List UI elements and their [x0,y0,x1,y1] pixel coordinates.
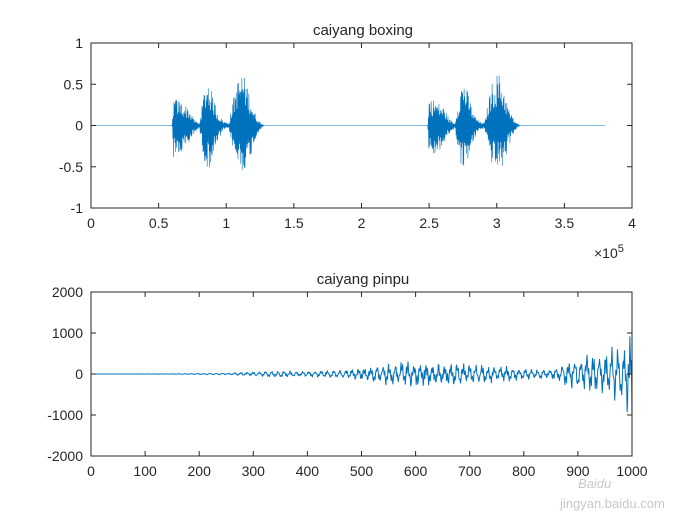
waveform-title: caiyang boxing [313,22,413,39]
x-tick-label: 600 [404,463,428,479]
spectrum-subplot: caiyang pinpu 0 100 200 300 400 500 600 700 800 9… [47,271,648,479]
x-tick-label: 500 [350,463,374,479]
spectrum-trace [91,336,633,420]
x-tick-label: 800 [512,463,536,479]
spectrum-title: caiyang pinpu [317,271,410,288]
waveform-x-exponent: ×105 [594,243,624,261]
x-tick-label: 1000 [616,463,647,479]
y-tick-label: -1000 [47,407,83,423]
x-tick-label: 700 [458,463,482,479]
y-tick-label: 1 [75,35,83,51]
x-tick-label: 100 [133,463,157,479]
x-tick-label: 1.5 [284,215,304,231]
x-tick-label: 200 [188,463,212,479]
waveform-trace [91,75,605,170]
spectrum-line [91,336,633,420]
x-tick-label: 1 [222,215,230,231]
x-tick-label: 3.5 [555,215,575,231]
x-tick-label: 400 [296,463,320,479]
x-tick-label: 2.5 [419,215,439,231]
y-tick-label: 1000 [52,325,83,341]
x-tick-label: 3 [493,215,501,231]
y-tick-label: -1 [71,200,84,216]
spectrum-ticks: 0 100 200 300 400 500 600 700 800 900 1000 -2000 -10… [47,284,648,479]
y-tick-label: -2000 [47,448,83,464]
waveform-subplot: caiyang boxing 0 0.5 1 1.5 2 2.5 3 3.5 4-1-0.500… [59,22,636,261]
x-tick-label: 0 [87,463,95,479]
x-tick-label: 0 [87,215,95,231]
x-tick-label: 2 [358,215,366,231]
baidu-watermark-brand: Baidu [578,476,611,491]
y-tick-label: 0.5 [64,76,84,92]
x-tick-label: 4 [628,215,636,231]
baidu-watermark-url: jingyan.baidu.com [559,496,665,511]
x-tick-label: 900 [566,463,590,479]
y-tick-label: 2000 [52,284,83,300]
x-tick-label: 0.5 [149,215,169,231]
waveform-line [91,75,605,170]
y-tick-label: -0.5 [59,159,83,175]
baidu-watermark: Baidu jingyan.baidu.com [559,476,665,511]
x-tick-label: 300 [242,463,266,479]
y-tick-label: 0 [75,366,83,382]
waveform-ticks: 0 0.5 1 1.5 2 2.5 3 3.5 4 -1 -0.5 0 0.5 1 [59,35,636,231]
y-tick-label: 0 [75,118,83,134]
